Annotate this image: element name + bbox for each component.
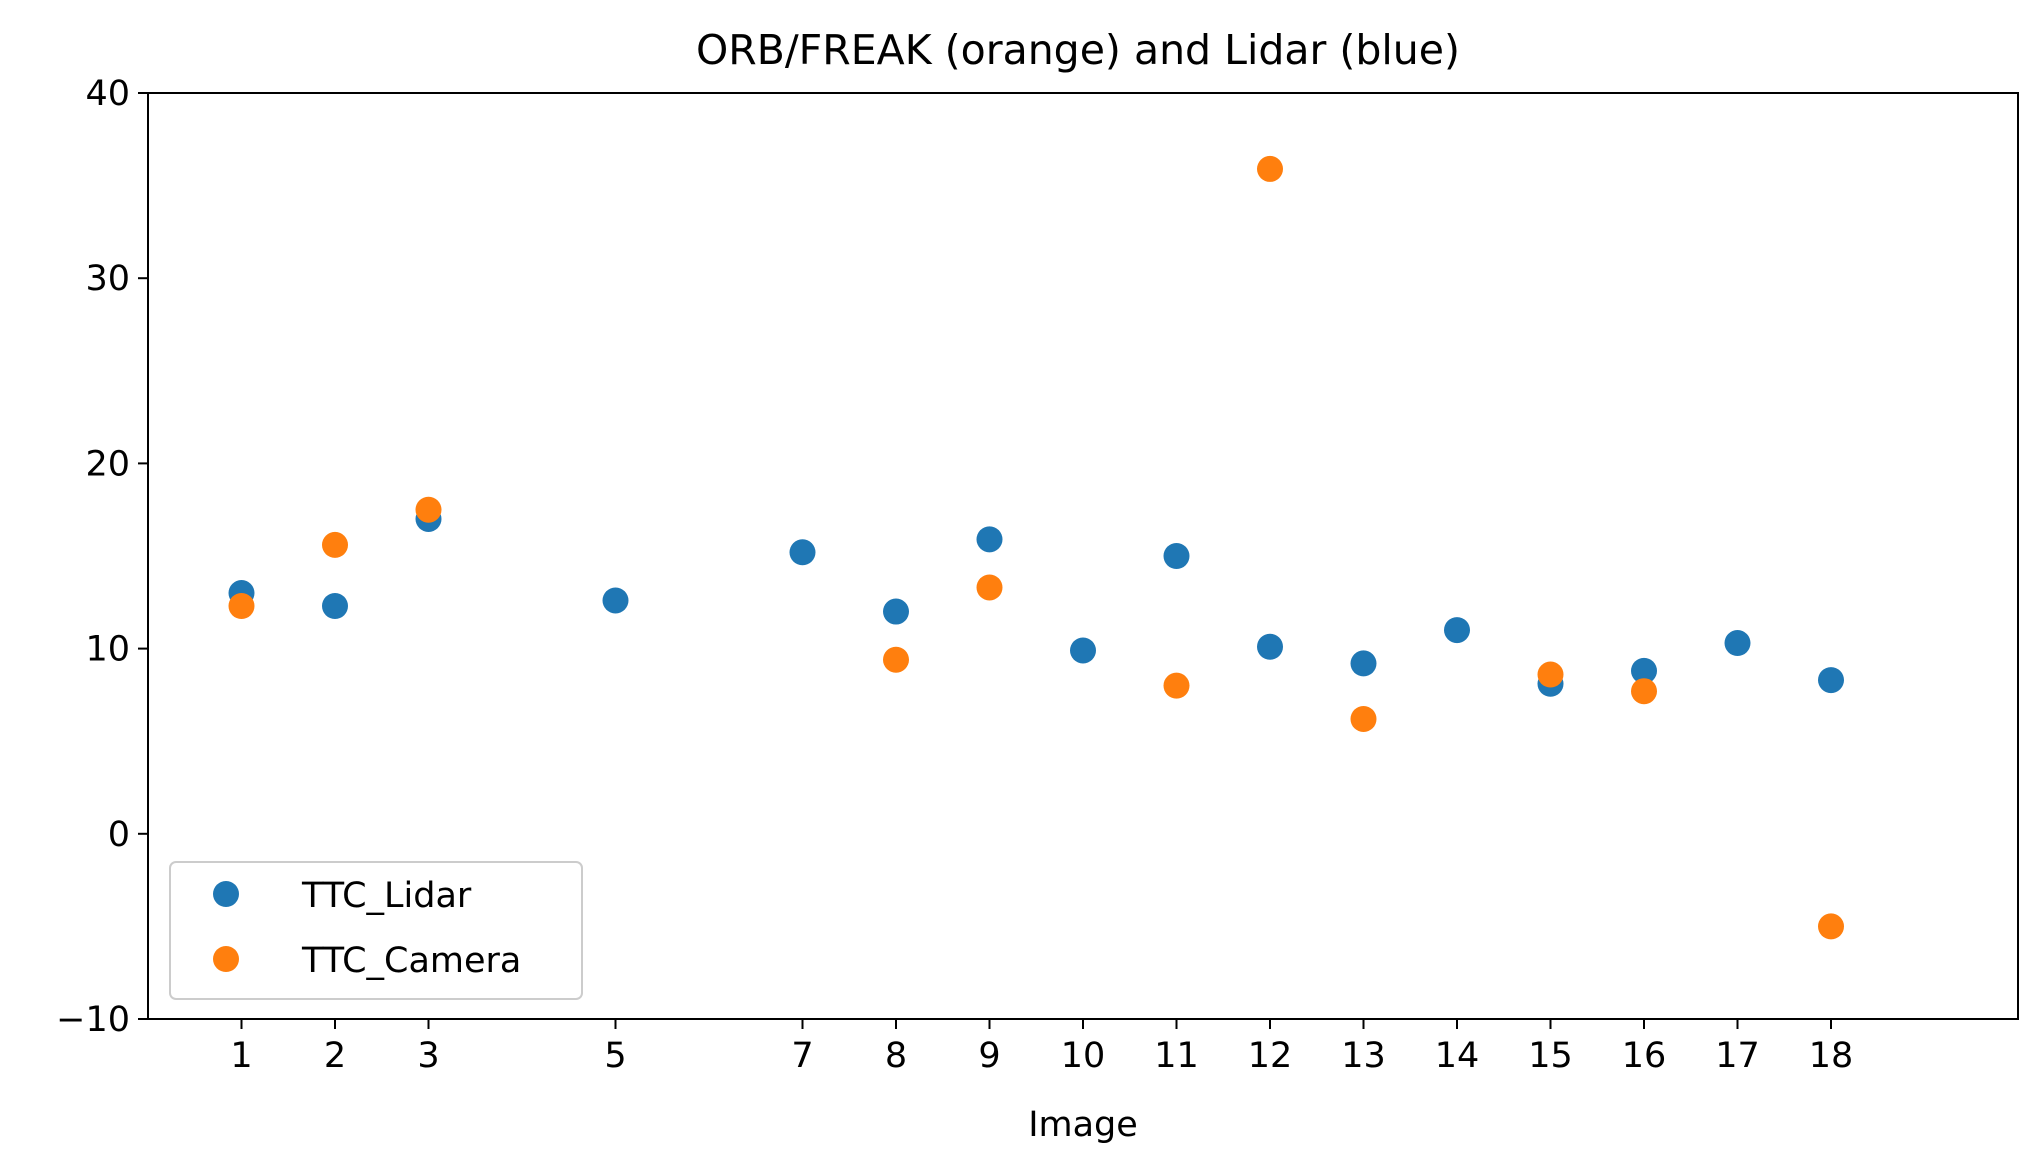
x-tick-label: 14 bbox=[1435, 1036, 1480, 1076]
legend-marker-ttc-lidar bbox=[213, 881, 239, 907]
point-ttc-lidar bbox=[976, 526, 1003, 553]
x-tick-label: 5 bbox=[604, 1036, 626, 1076]
point-ttc-lidar bbox=[322, 593, 348, 620]
point-ttc-camera bbox=[883, 646, 909, 673]
x-tick-label: 7 bbox=[791, 1036, 813, 1076]
x-tick-label: 2 bbox=[324, 1036, 346, 1076]
point-ttc-lidar bbox=[1070, 637, 1096, 664]
y-tick-label: 0 bbox=[108, 815, 130, 855]
x-axis-label: Image bbox=[1028, 1105, 1138, 1145]
data-points bbox=[228, 155, 1844, 940]
point-ttc-camera bbox=[1537, 661, 1564, 688]
point-ttc-lidar bbox=[883, 598, 909, 625]
x-tick-label: 17 bbox=[1715, 1036, 1760, 1076]
x-tick-label: 13 bbox=[1341, 1036, 1386, 1076]
x-tick-label: 10 bbox=[1061, 1036, 1106, 1076]
point-ttc-lidar bbox=[1163, 543, 1190, 569]
point-ttc-lidar bbox=[1724, 630, 1751, 657]
legend-marker-ttc-camera bbox=[213, 946, 239, 972]
point-ttc-lidar bbox=[1818, 667, 1844, 694]
point-ttc-camera bbox=[1631, 678, 1657, 705]
point-ttc-lidar bbox=[1631, 657, 1657, 684]
point-ttc-lidar bbox=[1444, 617, 1470, 644]
x-axis: 1 2 3 5 7 8 9 10 11 12 13 14 15 16 17 18 bbox=[230, 1019, 1853, 1076]
point-ttc-camera bbox=[976, 574, 1003, 601]
y-tick-label: 20 bbox=[85, 444, 130, 484]
point-ttc-lidar bbox=[1257, 633, 1283, 660]
chart-title: ORB/FREAK (orange) and Lidar (blue) bbox=[696, 26, 1460, 74]
x-tick-label: 11 bbox=[1154, 1036, 1199, 1076]
point-ttc-camera bbox=[228, 593, 255, 620]
legend: TTC_Lidar TTC_Camera bbox=[169, 861, 583, 1000]
legend-label-ttc-camera: TTC_Camera bbox=[301, 941, 521, 981]
x-tick-label: 1 bbox=[230, 1036, 252, 1076]
point-ttc-lidar bbox=[789, 539, 816, 566]
y-tick-label: 40 bbox=[85, 74, 130, 114]
point-ttc-lidar bbox=[602, 587, 629, 614]
point-ttc-camera bbox=[1818, 913, 1844, 940]
x-tick-label: 18 bbox=[1809, 1036, 1854, 1076]
point-ttc-camera bbox=[322, 531, 348, 558]
point-ttc-camera bbox=[1350, 705, 1377, 732]
y-tick-label: 30 bbox=[85, 259, 130, 299]
legend-label-ttc-lidar: TTC_Lidar bbox=[301, 876, 472, 916]
x-tick-label: 3 bbox=[417, 1036, 439, 1076]
point-ttc-camera bbox=[1163, 672, 1190, 699]
x-tick-label: 12 bbox=[1248, 1036, 1293, 1076]
legend-box bbox=[169, 861, 583, 1000]
point-ttc-lidar bbox=[1350, 650, 1377, 677]
y-tick-label: 10 bbox=[85, 630, 130, 670]
x-tick-label: 9 bbox=[978, 1036, 1000, 1076]
y-tick-label: −10 bbox=[56, 1000, 130, 1040]
x-tick-label: 15 bbox=[1528, 1036, 1573, 1076]
y-axis: −10 0 10 20 30 40 bbox=[56, 74, 148, 1040]
point-ttc-camera bbox=[415, 496, 442, 523]
x-tick-label: 8 bbox=[885, 1036, 907, 1076]
x-tick-label: 16 bbox=[1622, 1036, 1667, 1076]
point-ttc-camera bbox=[1257, 155, 1283, 182]
